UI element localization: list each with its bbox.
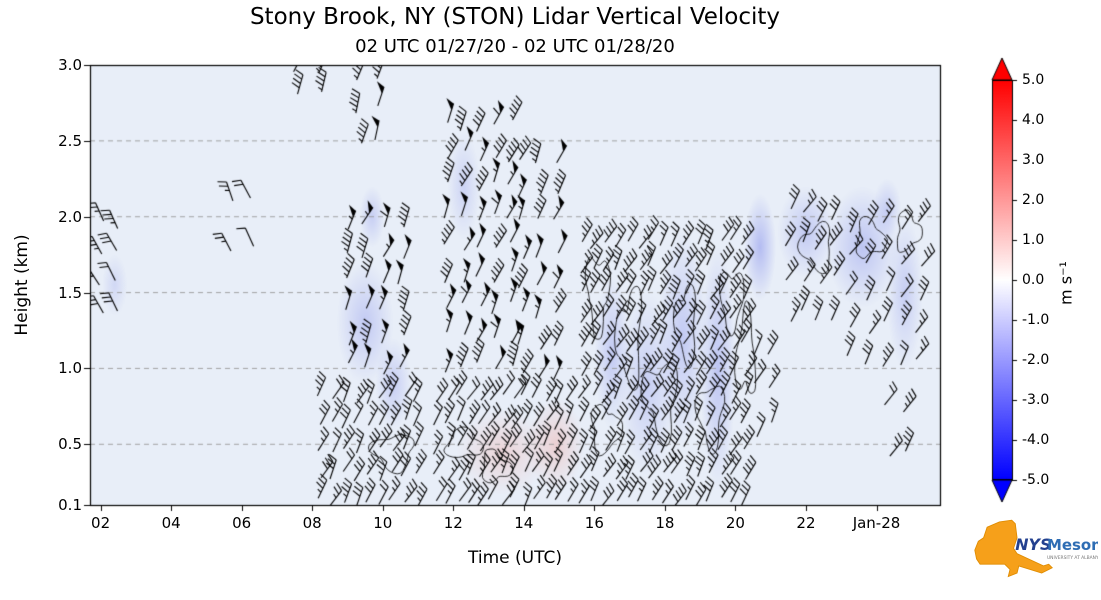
x-tick-label: 22 — [796, 514, 816, 532]
logo-nys-text: NYS — [1015, 535, 1051, 554]
colorbar-tick-label: 2.0 — [1022, 192, 1045, 208]
y-tick-label: 3.0 — [58, 56, 82, 74]
x-tick-label: 04 — [161, 514, 181, 532]
colorbar-tick-label: -2.0 — [1022, 352, 1050, 368]
x-tick-label: 18 — [655, 514, 675, 532]
logo-mesonet-text: Mesonet — [1047, 536, 1098, 554]
x-tick-label: 08 — [302, 514, 322, 532]
x-tick-label: Jan-28 — [852, 514, 901, 532]
colorbar-unit-label: m s⁻¹ — [1056, 261, 1076, 305]
y-tick-label: 1.5 — [58, 283, 82, 302]
colorbar-tick-label: 5.0 — [1022, 72, 1045, 88]
x-axis-label: Time (UTC) — [468, 548, 562, 568]
y-tick-label: 1.0 — [58, 359, 82, 378]
x-tick-label: 12 — [443, 514, 463, 532]
colorbar-tick-label: 0.0 — [1022, 272, 1045, 288]
x-tick-label: 14 — [514, 514, 534, 532]
ny-state-shape-icon — [974, 519, 1053, 578]
chart-title: Stony Brook, NY (STON) Lidar Vertical Ve… — [249, 4, 781, 30]
x-tick-label: 10 — [373, 514, 393, 532]
y-tick-label: 2.5 — [58, 131, 82, 150]
colorbar-tick-label: 1.0 — [1022, 232, 1045, 248]
x-tick-label: 16 — [584, 514, 604, 532]
colorbar-tick-label: -1.0 — [1022, 312, 1050, 328]
chart-subtitle: 02 UTC 01/27/20 - 02 UTC 01/28/20 — [355, 36, 675, 57]
colorbar-tick-label: 4.0 — [1022, 112, 1045, 128]
y-tick-label: 0.5 — [58, 435, 82, 454]
x-tick-label: 06 — [232, 514, 252, 532]
nys-mesonet-logo: NYS Mesonet UNIVERSITY AT ALBANY — [974, 519, 1098, 578]
logo-university-text: UNIVERSITY AT ALBANY — [1047, 555, 1098, 561]
colorbar-tick-label: -4.0 — [1022, 432, 1050, 448]
colorbar-tick-label: 3.0 — [1022, 152, 1045, 168]
x-tick-label: 20 — [725, 514, 745, 532]
colorbar-tick-label: -3.0 — [1022, 392, 1050, 408]
y-tick-label: 2.0 — [58, 207, 82, 226]
colorbar-tick-label: -5.0 — [1022, 472, 1050, 488]
x-tick-label: 02 — [91, 514, 111, 532]
y-axis-label: Height (km) — [12, 234, 32, 336]
y-tick-label: 0.1 — [58, 496, 82, 514]
